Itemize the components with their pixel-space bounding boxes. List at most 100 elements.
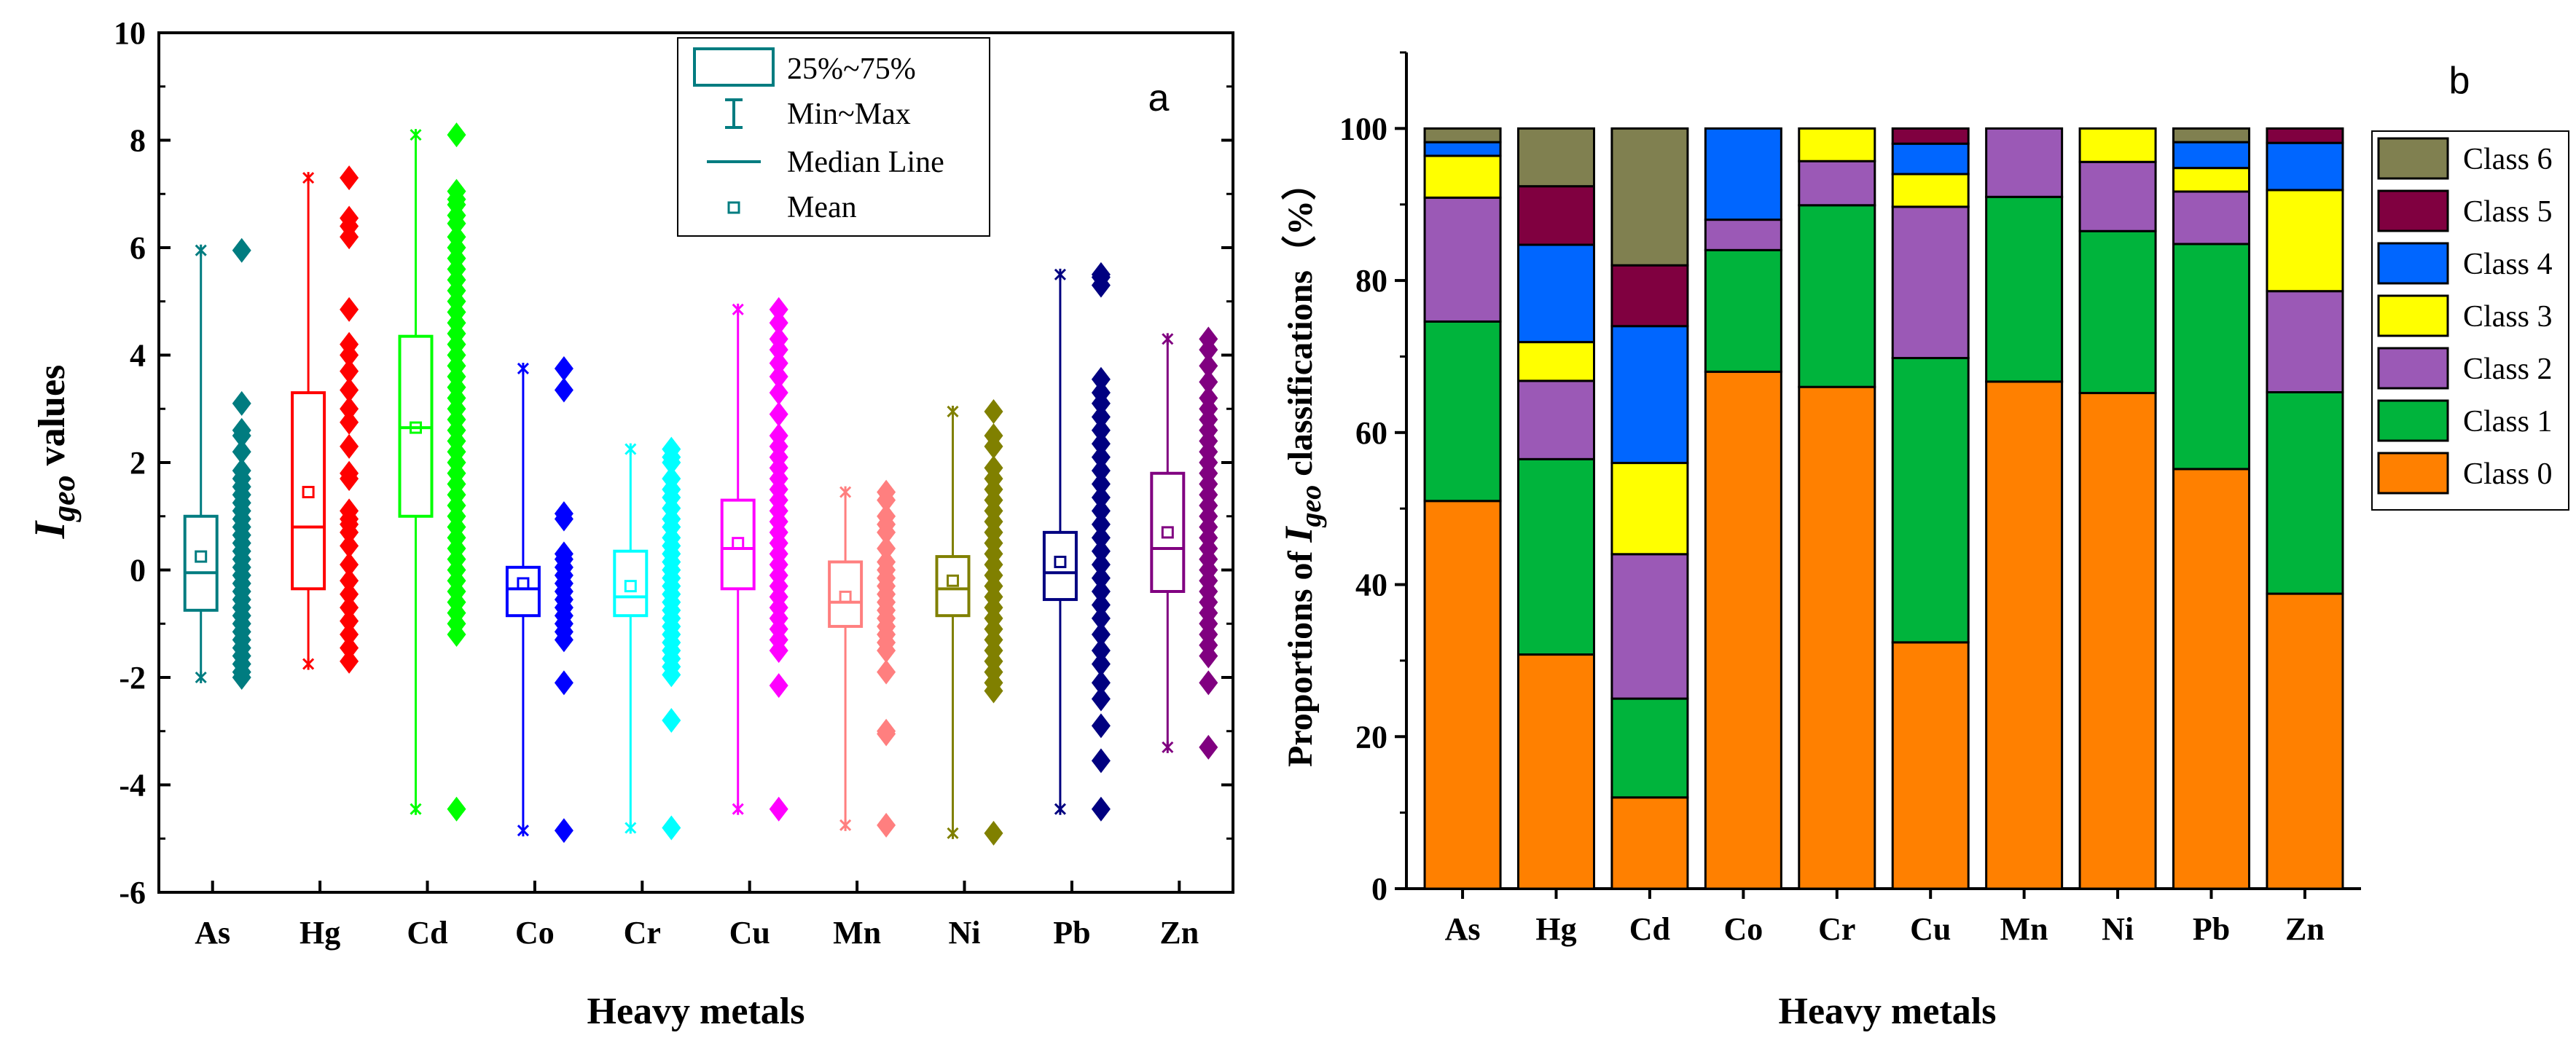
x-tick-label-a: Cr (624, 915, 661, 951)
y-tick-label-b: 0 (1371, 871, 1387, 907)
bar-segment (1516, 341, 1595, 382)
data-point (447, 796, 466, 822)
bar-segment (1610, 553, 1689, 700)
data-point (1091, 525, 1111, 551)
data-point (1091, 670, 1111, 696)
data-point (554, 377, 573, 403)
legend-entry-label: Class 1 (2463, 405, 2553, 439)
data-point (554, 670, 573, 696)
bar-segment (1704, 248, 1782, 373)
data-point (340, 608, 359, 634)
bar-segment (1516, 127, 1595, 188)
bar-segment (1798, 127, 1876, 162)
bar-segment (1704, 219, 1782, 251)
data-point (340, 581, 359, 607)
box-series-Hg (291, 165, 359, 674)
min-marker (302, 658, 315, 670)
legend-swatch (2377, 137, 2449, 180)
data-point (340, 433, 359, 459)
data-point (1091, 498, 1111, 524)
bar-segment (2266, 391, 2344, 595)
x-tick-label-b: Cu (1910, 911, 1951, 947)
mean-marker (195, 550, 208, 563)
mean-marker (839, 590, 852, 603)
max-marker (1162, 333, 1174, 345)
legend-b-entries: Class 6 Class 5 Class 4 Class 3 Class 2 Class… (2377, 137, 2553, 495)
bar-segment (1985, 380, 2064, 890)
data-point (1199, 670, 1218, 696)
bar-segment (2172, 243, 2251, 471)
data-point (877, 487, 896, 513)
bar-segment (1516, 457, 1595, 656)
data-point (769, 364, 788, 389)
y-axis-title-b: Proportions of Igeo classifications（%） (1277, 165, 1327, 767)
y-axis-title-a: Igeo values (26, 365, 82, 540)
x-axis-b: As Hg Cd Co Cr Cu Mn Ni Pb Zn (1445, 889, 2325, 947)
bar-segment (1798, 160, 1876, 207)
iqr-box (828, 560, 864, 628)
data-point (1199, 337, 1218, 363)
legend-mean-label: Mean (787, 191, 857, 224)
x-tick-label-a: Co (515, 915, 555, 951)
y-tick-label-b: 20 (1355, 719, 1387, 755)
x-tick-label-a: Cu (729, 915, 770, 951)
data-point (232, 423, 251, 449)
box-series-Cr (613, 436, 681, 841)
legend-whisker-label: Min~Max (787, 98, 911, 131)
bar-stack-Cu (1891, 127, 1970, 890)
data-point (340, 296, 359, 322)
box-series-Mn (828, 479, 896, 838)
x-tick-label-a: As (195, 915, 230, 951)
box-series-Cu (720, 296, 788, 822)
x-tick-label-b: Cd (1629, 911, 1670, 947)
y-tick-label-a: 8 (130, 123, 146, 159)
x-axis-a: As Hg Cd Co Cr Cu Mn Ni Pb Zn (195, 881, 1199, 951)
min-marker (410, 803, 422, 815)
bar-segment (1891, 641, 1970, 890)
x-tick-label-a: Hg (300, 915, 340, 951)
mean-marker (624, 580, 637, 593)
bar-segment (2266, 141, 2344, 192)
legend-entry-label: Class 6 (2463, 143, 2553, 176)
data-point (447, 211, 466, 236)
data-point (1091, 484, 1111, 510)
data-point (554, 818, 573, 844)
data-point (1091, 272, 1111, 298)
y-tick-label-a: -2 (119, 660, 146, 696)
data-point (1091, 686, 1111, 712)
min-marker (839, 819, 852, 831)
min-marker (1054, 803, 1066, 815)
data-point (340, 342, 359, 368)
bar-segment (1423, 141, 1502, 157)
iqr-box (935, 555, 971, 618)
legend-entry-label: Class 3 (2463, 300, 2553, 334)
data-point (1091, 431, 1111, 457)
bar-segment (1423, 500, 1502, 890)
data-point (554, 627, 573, 653)
data-point (1199, 353, 1218, 379)
data-point (340, 224, 359, 250)
data-point (340, 635, 359, 661)
iqr-box (613, 549, 649, 618)
bar-segment (2266, 592, 2344, 890)
bar-stack-Hg (1516, 127, 1595, 890)
x-tick-label-b: Ni (2102, 911, 2134, 947)
x-tick-label-b: Hg (1535, 911, 1576, 947)
data-point (1091, 552, 1111, 578)
data-point (340, 409, 359, 435)
legend-entry-label: Class 2 (2463, 353, 2553, 386)
min-marker (947, 827, 959, 839)
mean-marker (1161, 526, 1174, 539)
bar-segment (2078, 229, 2157, 395)
max-marker (517, 362, 529, 374)
mean-marker (1054, 555, 1067, 568)
data-point (340, 358, 359, 384)
data-point (877, 536, 896, 561)
mean-marker (732, 537, 745, 550)
data-point (1091, 417, 1111, 443)
y-tick-label-b: 60 (1355, 415, 1387, 451)
bar-segment (2266, 189, 2344, 293)
legend-swatch (2377, 294, 2449, 337)
data-point (984, 433, 1003, 459)
